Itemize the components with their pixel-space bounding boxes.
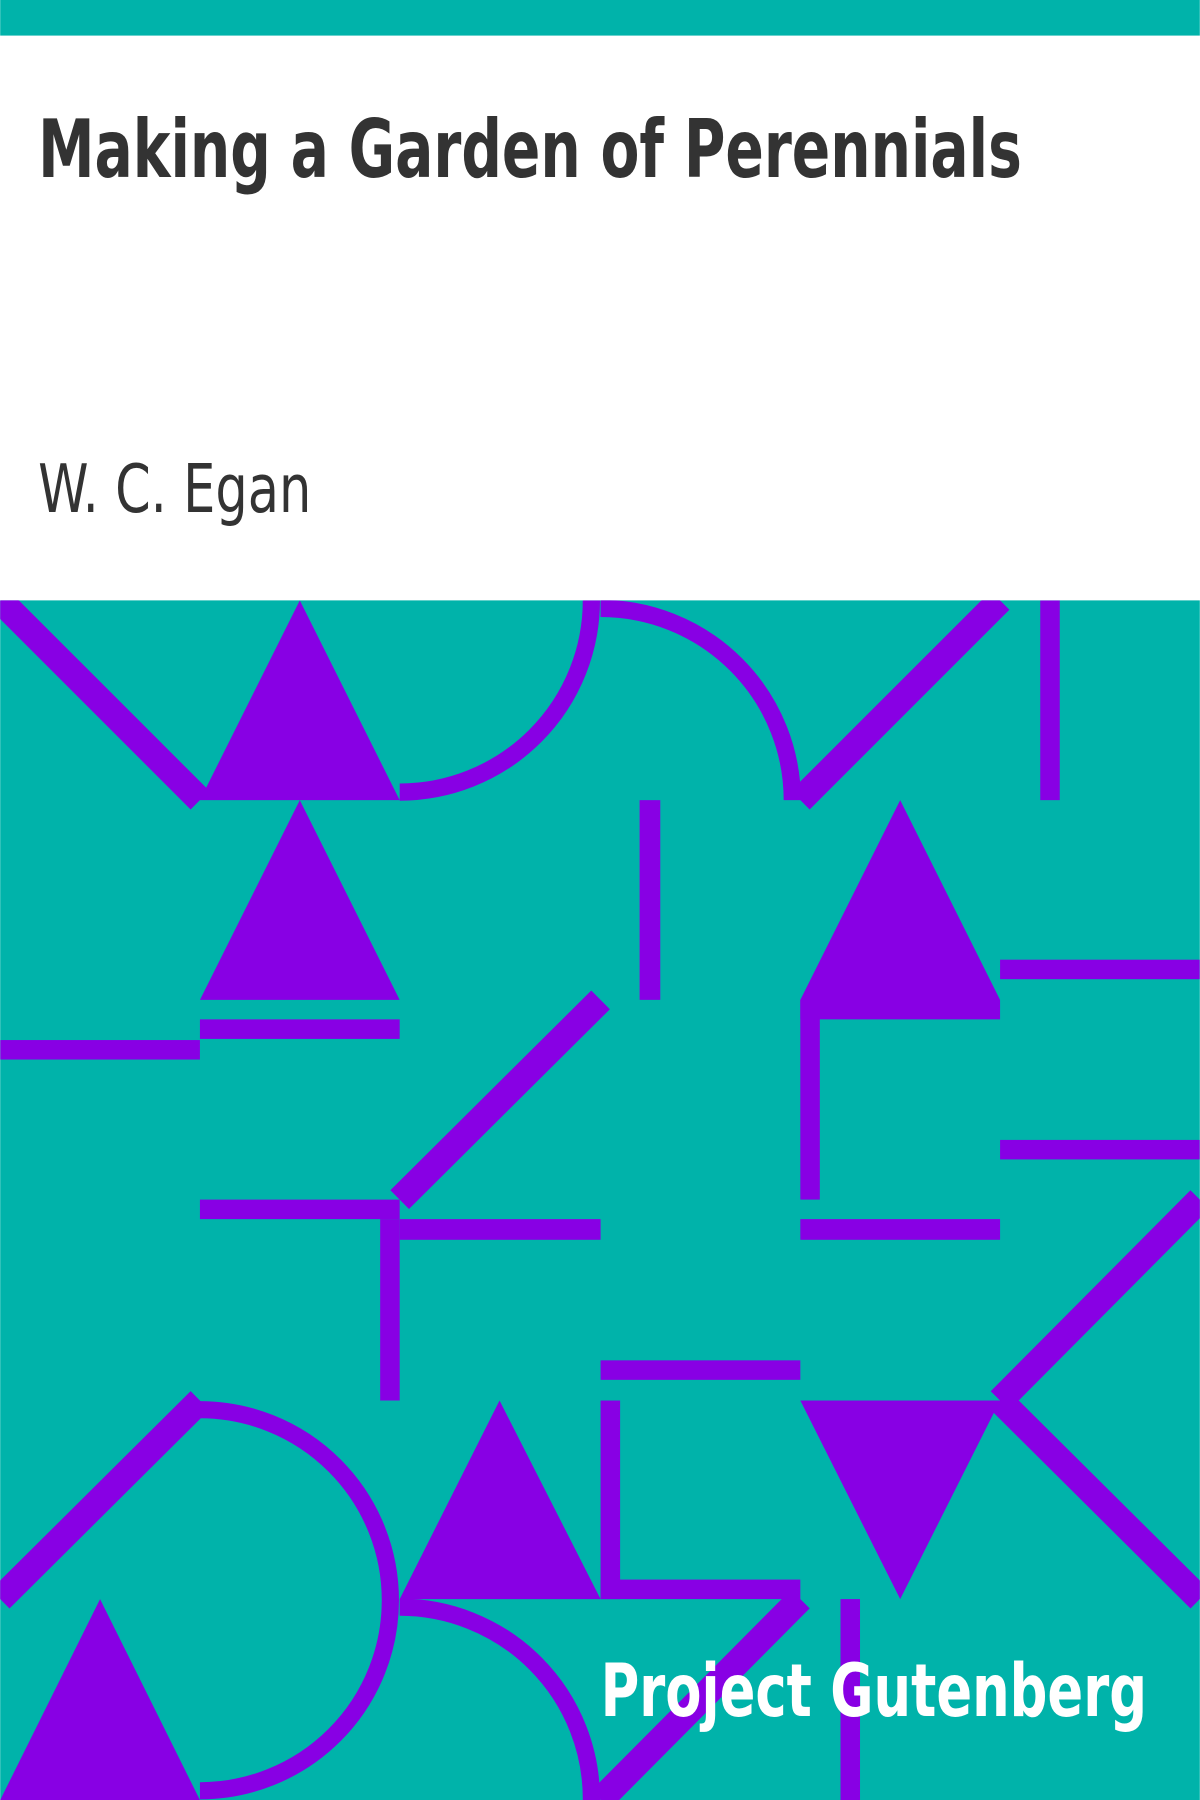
pattern — [0, 600, 1200, 1800]
author: W. C. Egan — [38, 450, 311, 528]
title: Making a Garden of Perennials — [38, 102, 1022, 196]
top-band — [0, 0, 1200, 36]
publisher: Project Gutenberg — [601, 1649, 1147, 1734]
